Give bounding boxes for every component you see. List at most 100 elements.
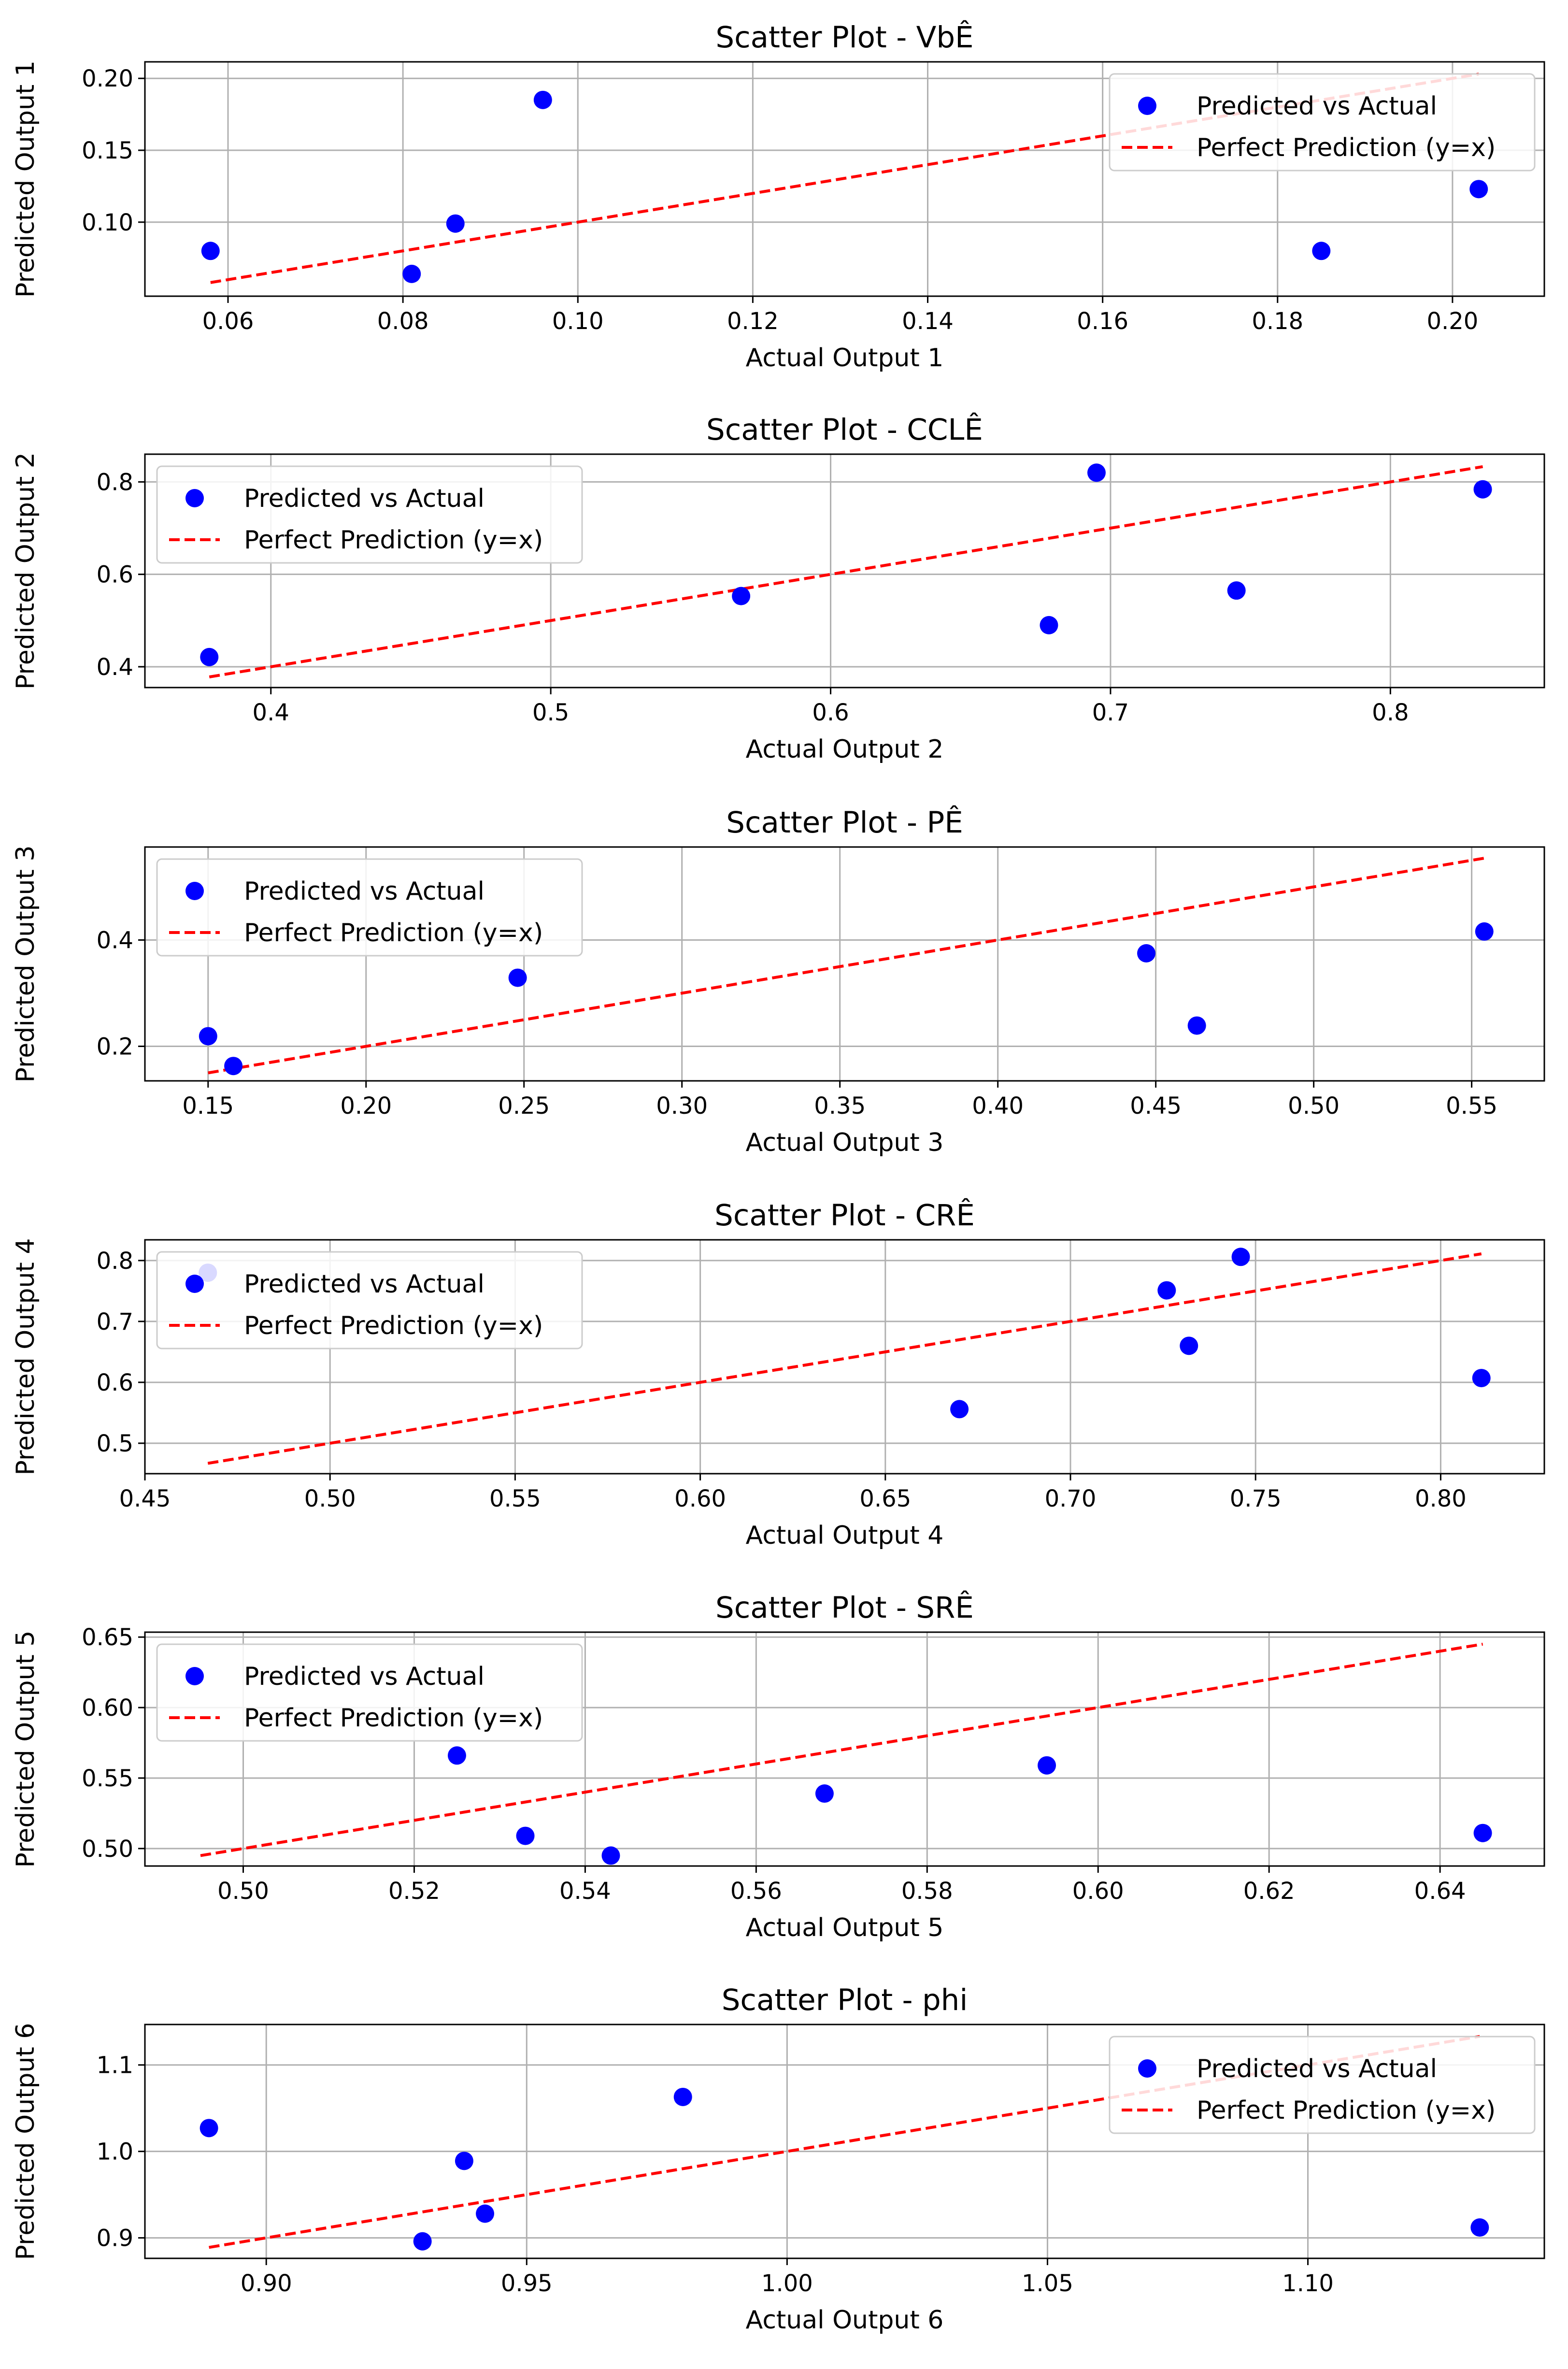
chart-panel-1: Scatter Plot - VbÊ 0.06 0.08 0.10 0.12 0.14 0.…: [11, 20, 1545, 373]
legend-label-line: Perfect Prediction (y=x): [244, 1311, 543, 1340]
data-point: [1187, 1016, 1206, 1035]
data-point: [224, 1057, 243, 1076]
x-tick-label: 0.75: [1230, 1485, 1282, 1512]
x-axis-label: Actual Output 2: [746, 735, 944, 764]
y-tick-label: 0.65: [82, 1624, 133, 1651]
x-tick-label: 0.56: [730, 1878, 782, 1905]
x-tick-label: 0.14: [902, 308, 954, 335]
legend-marker-scatter: [185, 882, 204, 900]
legend-label-scatter: Predicted vs Actual: [244, 1270, 485, 1299]
chart-title: Scatter Plot - CRÊ: [714, 1198, 975, 1233]
y-tick-label: 0.9: [97, 2225, 133, 2252]
data-point: [1473, 1823, 1492, 1842]
axes-frame: [144, 453, 1545, 689]
x-tick-label: 0.5: [532, 699, 569, 726]
legend-label-line: Perfect Prediction (y=x): [1197, 133, 1496, 162]
data-point: [673, 2087, 692, 2106]
legend-label-scatter: Predicted vs Actual: [244, 484, 485, 513]
y-tick-label: 0.8: [97, 469, 133, 496]
x-tick-label: 0.65: [859, 1485, 911, 1512]
chart-panel-5: Scatter Plot - SRÊ 0.50 0.52 0.54 0.56 0.58 0.…: [11, 1590, 1545, 1942]
x-tick-label: 0.08: [377, 308, 429, 335]
y-axis-label: Predicted Output 4: [11, 1238, 40, 1476]
x-tick-label: 0.7: [1092, 699, 1129, 726]
y-tick-label: 0.60: [82, 1694, 133, 1722]
data-point: [601, 1846, 620, 1865]
x-axis-label: Actual Output 5: [746, 1913, 944, 1942]
x-tick-label: 0.62: [1243, 1878, 1295, 1905]
legend: Predicted vs Actual Perfect Prediction (y…: [156, 1251, 583, 1350]
data-point: [413, 2232, 432, 2251]
x-axis-label: Actual Output 6: [746, 2306, 944, 2335]
x-axis-label: Actual Output 4: [746, 1521, 944, 1550]
data-point: [402, 264, 421, 283]
axes-frame: [144, 846, 1545, 1082]
legend-box: [156, 858, 583, 957]
perfect-prediction-line: [209, 465, 1483, 678]
data-point: [1470, 2218, 1489, 2237]
x-tick-label: 0.06: [202, 308, 254, 335]
data-point: [446, 214, 465, 233]
perfect-prediction-line: [200, 1642, 1483, 1857]
legend-label-line: Perfect Prediction (y=x): [244, 1704, 543, 1733]
data-point: [732, 587, 751, 605]
x-tick-label: 1.00: [761, 2270, 813, 2297]
x-tick-label: 0.54: [559, 1878, 611, 1905]
y-tick-label: 1.1: [97, 2052, 133, 2079]
legend-box: [156, 465, 583, 564]
data-point: [1475, 922, 1494, 941]
x-tick-label: 0.60: [674, 1485, 726, 1512]
data-point: [476, 2204, 495, 2223]
chart-title: Scatter Plot - SRÊ: [715, 1590, 974, 1625]
legend-marker-scatter: [185, 1275, 204, 1293]
legend-label-line: Perfect Prediction (y=x): [244, 526, 543, 555]
y-tick-label: 0.4: [97, 927, 133, 954]
x-tick-label: 0.10: [552, 308, 604, 335]
x-tick-label: 0.4: [253, 699, 289, 726]
data-point: [1137, 944, 1156, 962]
chart-title: Scatter Plot - CCLÊ: [706, 412, 983, 447]
data-point: [201, 242, 220, 260]
data-point: [199, 1027, 217, 1046]
chart-panel-2: Scatter Plot - CCLÊ 0.4 0.5 0.6 0.7 0.8 0.4 0.6…: [11, 412, 1545, 764]
x-tick-label: 0.80: [1415, 1485, 1467, 1512]
x-tick-label: 1.10: [1282, 2270, 1334, 2297]
x-tick-label: 0.64: [1414, 1878, 1466, 1905]
data-point: [1227, 581, 1246, 600]
chart-title: Scatter Plot - PÊ: [726, 805, 963, 840]
legend: Predicted vs Actual Perfect Prediction (y…: [156, 1643, 583, 1742]
legend-marker-scatter: [1138, 97, 1156, 115]
legend-label-line: Perfect Prediction (y=x): [244, 919, 543, 948]
x-tick-label: 0.40: [972, 1092, 1024, 1120]
data-point: [508, 968, 527, 987]
y-tick-label: 0.20: [82, 65, 133, 92]
x-tick-label: 0.25: [498, 1092, 550, 1120]
legend: Predicted vs Actual Perfect Prediction (y…: [156, 858, 583, 957]
x-tick-label: 0.18: [1252, 308, 1303, 335]
y-tick-label: 0.10: [82, 209, 133, 236]
axes-frame: [144, 1631, 1545, 1867]
x-tick-label: 0.45: [1130, 1092, 1182, 1120]
legend: Predicted vs Actual Perfect Prediction (y…: [1109, 2036, 1536, 2134]
x-tick-label: 0.70: [1045, 1485, 1097, 1512]
chart-panel-3: Scatter Plot - PÊ 0.15 0.20 0.25 0.30 0.35 0.4…: [11, 805, 1545, 1157]
x-tick-label: 0.90: [241, 2270, 292, 2297]
legend-marker-scatter: [185, 489, 204, 507]
data-point: [950, 1400, 969, 1419]
chart-title: Scatter Plot - VbÊ: [715, 20, 973, 55]
y-tick-label: 0.8: [97, 1248, 133, 1275]
data-point: [1038, 1756, 1056, 1775]
data-point: [1180, 1336, 1198, 1355]
x-tick-label: 0.20: [1426, 308, 1478, 335]
axes-frame: [144, 2024, 1545, 2259]
y-tick-label: 0.4: [97, 654, 133, 681]
y-axis-label: Predicted Output 1: [11, 60, 40, 298]
data-point: [1231, 1248, 1250, 1266]
y-axis-label: Predicted Output 2: [11, 452, 40, 689]
x-tick-label: 0.12: [727, 308, 779, 335]
y-tick-label: 0.15: [82, 137, 133, 164]
legend-label-scatter: Predicted vs Actual: [1197, 92, 1437, 121]
x-axis-label: Actual Output 3: [746, 1128, 944, 1157]
data-point: [200, 2119, 218, 2138]
